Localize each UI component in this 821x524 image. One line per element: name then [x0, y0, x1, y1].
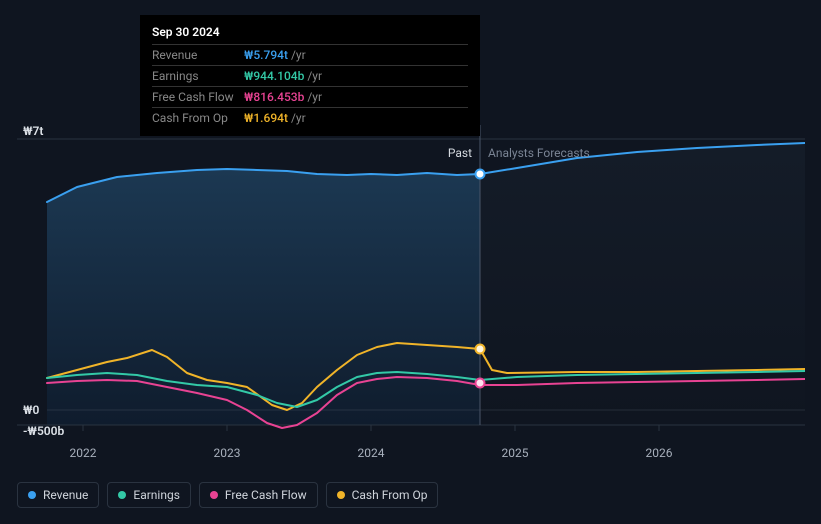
legend-label: Earnings [133, 488, 180, 502]
legend-dot-icon [337, 491, 345, 499]
tooltip-row: Earnings₩944.104b/yr [152, 65, 468, 86]
legend-label: Free Cash Flow [225, 488, 307, 502]
svg-text:2022: 2022 [70, 446, 97, 460]
svg-text:2026: 2026 [646, 446, 673, 460]
svg-text:₩7t: ₩7t [23, 125, 43, 138]
tooltip-metric-value: ₩944.104b [244, 67, 304, 85]
legend: Revenue Earnings Free Cash Flow Cash From O… [17, 482, 438, 508]
tooltip-metric-unit: /yr [307, 88, 322, 106]
legend-item-free-cash-flow[interactable]: Free Cash Flow [199, 482, 318, 508]
legend-dot-icon [118, 491, 126, 499]
tooltip-metric-unit: /yr [291, 46, 306, 64]
earnings-chart[interactable]: ₩7t ₩0 -₩500b Past Analysts Forecasts 2022 202… [17, 125, 805, 465]
tooltip-metric-label: Cash From Op [152, 109, 244, 127]
tooltip-metric-label: Revenue [152, 46, 244, 64]
svg-text:2024: 2024 [358, 446, 385, 460]
svg-text:Past: Past [448, 146, 472, 160]
tooltip-row: Cash From Op₩1.694t/yr [152, 107, 468, 128]
svg-text:-₩500b: -₩500b [23, 424, 65, 438]
tooltip-metric-value: ₩1.694t [244, 109, 288, 127]
tooltip-date: Sep 30 2024 [152, 23, 468, 41]
tooltip-metric-value: ₩5.794t [244, 46, 288, 64]
legend-label: Revenue [43, 488, 88, 502]
svg-text:₩0: ₩0 [23, 403, 40, 417]
tooltip-metric-label: Free Cash Flow [152, 88, 244, 106]
tooltip-metric-unit: /yr [307, 67, 322, 85]
legend-item-cash-from-op[interactable]: Cash From Op [326, 482, 439, 508]
legend-dot-icon [28, 491, 36, 499]
tooltip-metric-label: Earnings [152, 67, 244, 85]
svg-text:2023: 2023 [214, 446, 241, 460]
tooltip-metric-unit: /yr [291, 109, 306, 127]
tooltip-metric-value: ₩816.453b [244, 88, 304, 106]
legend-label: Cash From Op [352, 488, 428, 502]
legend-item-earnings[interactable]: Earnings [107, 482, 191, 508]
data-tooltip: Sep 30 2024 Revenue₩5.794t/yrEarnings₩94… [140, 15, 480, 136]
tooltip-row: Free Cash Flow₩816.453b/yr [152, 86, 468, 107]
legend-dot-icon [210, 491, 218, 499]
tooltip-row: Revenue₩5.794t/yr [152, 44, 468, 65]
legend-item-revenue[interactable]: Revenue [17, 482, 99, 508]
svg-text:Analysts Forecasts: Analysts Forecasts [488, 146, 590, 160]
svg-text:2025: 2025 [502, 446, 529, 460]
chart-svg: ₩7t ₩0 -₩500b Past Analysts Forecasts 2022 202… [17, 125, 805, 465]
